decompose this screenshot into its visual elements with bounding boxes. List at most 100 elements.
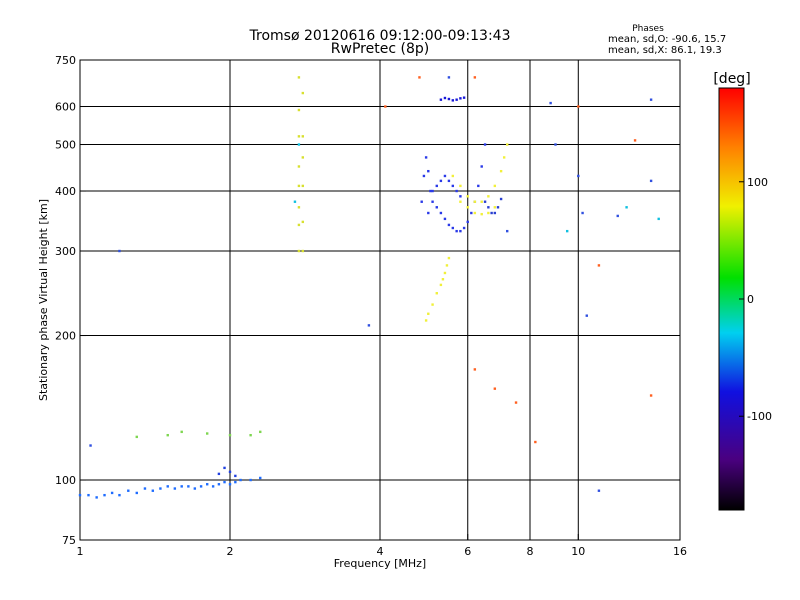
data-point bbox=[239, 478, 242, 482]
data-point bbox=[493, 184, 497, 188]
data-point bbox=[297, 76, 301, 79]
data-point bbox=[118, 249, 121, 253]
data-point bbox=[565, 229, 569, 233]
y-tick-label: 75 bbox=[62, 534, 76, 547]
data-point bbox=[429, 189, 432, 193]
data-points bbox=[78, 76, 660, 499]
data-point bbox=[459, 184, 462, 188]
data-point bbox=[431, 200, 434, 203]
data-point bbox=[78, 493, 82, 497]
data-point bbox=[127, 489, 130, 492]
y-tick-label: 100 bbox=[55, 474, 76, 487]
data-point bbox=[234, 480, 237, 484]
data-point bbox=[534, 440, 537, 444]
data-point bbox=[459, 200, 462, 203]
data-point bbox=[297, 135, 301, 138]
data-point bbox=[384, 105, 387, 108]
data-point bbox=[293, 200, 297, 203]
data-point bbox=[466, 195, 469, 198]
colorbar-tick-label: 100 bbox=[747, 176, 768, 189]
data-point bbox=[597, 489, 601, 492]
data-point bbox=[480, 212, 483, 216]
data-point bbox=[166, 485, 169, 488]
data-point bbox=[424, 319, 428, 322]
data-point bbox=[633, 139, 637, 142]
data-point bbox=[135, 435, 138, 439]
data-point bbox=[473, 76, 477, 79]
chart-title: Tromsø 20120616 09:12:00-09:13:43 bbox=[249, 28, 511, 44]
data-point bbox=[649, 98, 653, 101]
data-point bbox=[180, 430, 183, 434]
data-point bbox=[217, 483, 221, 486]
data-point bbox=[249, 478, 252, 482]
data-point bbox=[447, 223, 451, 227]
y-axis-label: Stationary phase Virtual Height [km] bbox=[37, 199, 50, 401]
data-point bbox=[493, 387, 497, 390]
data-point bbox=[297, 143, 301, 146]
data-point bbox=[439, 283, 443, 287]
data-point bbox=[435, 206, 438, 209]
data-point bbox=[110, 491, 114, 495]
data-point bbox=[499, 197, 503, 201]
colorbar-ticks: 100 0 -100 bbox=[739, 176, 772, 423]
data-point bbox=[427, 211, 430, 215]
data-point bbox=[597, 264, 601, 267]
data-point bbox=[577, 105, 580, 108]
data-point bbox=[211, 485, 215, 488]
grid-lines bbox=[80, 60, 680, 540]
data-point bbox=[459, 195, 462, 198]
data-point bbox=[217, 472, 221, 476]
data-point bbox=[223, 480, 226, 484]
x-tick-label: 1 bbox=[77, 545, 84, 558]
data-point bbox=[95, 496, 98, 499]
x-tick-label: 8 bbox=[527, 545, 534, 558]
data-point bbox=[259, 476, 262, 480]
phase-mean-o: mean, sd,O: -90.6, 15.7 bbox=[608, 34, 726, 45]
data-point bbox=[455, 229, 458, 233]
data-point bbox=[473, 200, 477, 203]
data-point bbox=[87, 493, 90, 497]
phase-mean-x: mean, sd,X: 86.1, 19.3 bbox=[608, 45, 722, 56]
data-point bbox=[447, 97, 451, 101]
x-tick-label: 2 bbox=[227, 545, 234, 558]
data-point bbox=[585, 314, 588, 317]
data-point bbox=[228, 433, 232, 437]
data-point bbox=[135, 491, 138, 495]
data-point bbox=[473, 368, 477, 371]
data-point bbox=[443, 96, 447, 100]
data-point bbox=[657, 217, 660, 221]
data-point bbox=[431, 189, 434, 193]
data-point bbox=[616, 214, 619, 218]
data-point bbox=[301, 249, 305, 253]
data-point bbox=[193, 487, 197, 490]
data-point bbox=[441, 278, 445, 281]
y-tick-label: 500 bbox=[55, 139, 76, 152]
data-point bbox=[451, 184, 455, 188]
data-point bbox=[297, 184, 301, 188]
data-point bbox=[487, 206, 490, 209]
data-point bbox=[103, 493, 106, 497]
data-point bbox=[502, 156, 506, 159]
data-point bbox=[418, 76, 421, 79]
data-point bbox=[223, 466, 226, 470]
data-point bbox=[577, 174, 580, 178]
data-point bbox=[445, 264, 449, 267]
data-point bbox=[180, 485, 183, 488]
data-point bbox=[487, 211, 490, 215]
data-point bbox=[459, 229, 462, 233]
y-tick-label: 200 bbox=[55, 330, 76, 343]
data-point bbox=[505, 229, 509, 233]
data-point bbox=[297, 249, 301, 253]
data-point bbox=[483, 143, 487, 146]
data-point bbox=[455, 189, 458, 193]
colorbar-label: [deg] bbox=[713, 71, 750, 87]
data-point bbox=[493, 211, 497, 215]
data-point bbox=[496, 206, 500, 209]
data-point bbox=[447, 76, 451, 79]
data-point bbox=[581, 211, 584, 215]
axis-ticks: 1 2 4 6 8 10 16 75 100 200 300 400 500 600 750 bbox=[55, 54, 687, 558]
data-point bbox=[499, 169, 503, 173]
data-point bbox=[466, 206, 469, 209]
data-point bbox=[505, 143, 509, 146]
data-point bbox=[473, 211, 477, 215]
